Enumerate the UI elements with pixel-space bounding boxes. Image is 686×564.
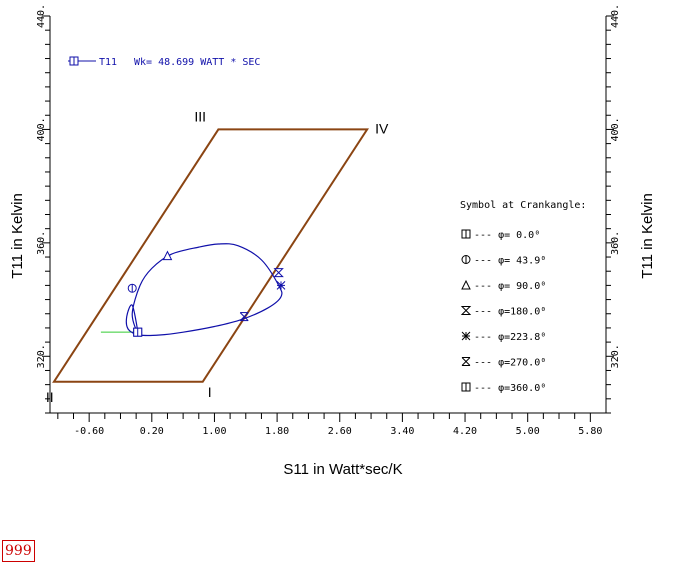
y-tick-label-right: 360. — [610, 231, 621, 255]
symbol-legend-entry: --- φ= 0.0⁰ — [474, 230, 540, 241]
y-axis-title-left: T11 in Kelvin — [9, 193, 26, 279]
symbol-legend-entry: --- φ=180.0⁰ — [474, 307, 546, 318]
symbol-legend-marker — [461, 331, 471, 341]
symbol-legend-marker — [460, 306, 472, 315]
x-tick-label: 5.00 — [516, 426, 540, 437]
curve-marker — [239, 312, 249, 322]
x-axis-title: S11 in Watt*sec/K — [283, 461, 402, 478]
curve-marker — [127, 283, 137, 293]
x-tick-label: 3.40 — [390, 426, 414, 437]
curve-marker — [133, 327, 143, 337]
symbol-legend-entry: --- φ= 90.0⁰ — [474, 281, 546, 292]
y-tick-label-right: 320. — [610, 344, 621, 368]
y-tick-label-left: 360. — [36, 231, 47, 255]
x-tick-label: 1.80 — [265, 426, 289, 437]
legend-marker — [69, 56, 79, 66]
cycle-corner-label: I — [208, 384, 212, 400]
symbol-legend-title: Symbol at Crankangle: — [460, 200, 586, 211]
x-tick-label: 2.60 — [328, 426, 352, 437]
x-tick-label: 1.00 — [202, 426, 226, 437]
cycle-corner-label: II — [46, 389, 54, 405]
page-number-badge: 999 — [2, 540, 35, 562]
symbol-legend-entry: --- φ=360.0⁰ — [474, 383, 546, 394]
x-tick-label: 0.20 — [140, 426, 164, 437]
symbol-legend-entry: --- φ=223.8⁰ — [474, 332, 546, 343]
legend-series-label: T11 — [99, 57, 117, 68]
symbol-legend-marker — [461, 279, 471, 290]
cycle-curve — [125, 243, 283, 337]
symbol-legend-entry: --- φ=270.0⁰ — [474, 358, 546, 369]
symbol-legend-marker — [461, 357, 471, 366]
x-tick-label: 4.20 — [453, 426, 477, 437]
y-axis-title-right: T11 in Kelvin — [639, 193, 656, 279]
symbol-legend-marker — [461, 255, 471, 264]
legend-work-text: Wk= 48.699 WATT * SEC — [134, 57, 260, 68]
y-tick-label-left: 320. — [36, 344, 47, 368]
y-tick-label-left: 400. — [36, 117, 47, 141]
symbol-legend-entry: --- φ= 43.9⁰ — [474, 256, 546, 267]
y-tick-label-left: 440. — [36, 4, 47, 28]
curve-marker — [162, 250, 173, 261]
reference-cycle — [52, 128, 370, 383]
curve-marker — [276, 281, 286, 290]
x-tick-label: 5.80 — [578, 426, 602, 437]
y-tick-label-right: 400. — [610, 117, 621, 141]
symbol-legend-marker — [461, 382, 471, 392]
cycle-corner-label: IV — [375, 120, 389, 136]
cycle-corner-label: III — [194, 108, 206, 124]
y-tick-label-right: 440. — [610, 4, 621, 28]
symbol-legend-marker — [461, 229, 471, 239]
x-tick-label: -0.60 — [74, 426, 104, 437]
curve-marker — [273, 268, 284, 278]
